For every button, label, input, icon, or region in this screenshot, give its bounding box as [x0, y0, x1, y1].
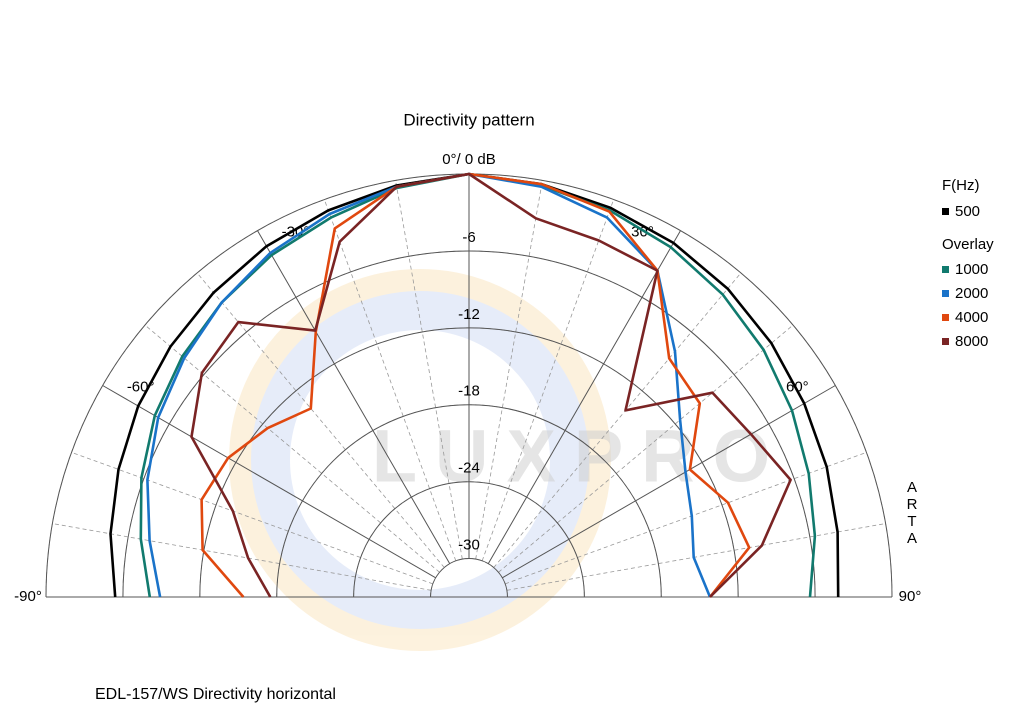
watermark-ring — [229, 269, 611, 651]
legend-swatch — [942, 208, 949, 215]
legend-label: 4000 — [955, 309, 988, 326]
theta-tick-label: 90° — [899, 588, 922, 605]
r-tick-label: -6 — [462, 229, 475, 246]
legend-title: F(Hz) — [942, 177, 980, 194]
minor-spoke — [71, 451, 434, 585]
minor-spoke — [395, 180, 463, 560]
theta-tick-label: -30° — [282, 224, 310, 241]
theta-tick-label: 0°/ 0 dB — [442, 151, 496, 168]
legend-label: 8000 — [955, 333, 988, 350]
minor-spoke — [481, 199, 615, 562]
minor-spoke — [506, 523, 886, 591]
minor-spoke — [475, 180, 543, 560]
chart-title: Directivity pattern — [403, 110, 534, 129]
grid-spoke — [502, 385, 836, 579]
minor-spoke — [144, 324, 440, 573]
legend-swatch — [942, 266, 949, 273]
legend-swatch — [942, 338, 949, 345]
minor-spoke — [498, 324, 794, 573]
grid-spoke — [487, 230, 681, 564]
legend-label: 1000 — [955, 261, 988, 278]
minor-spoke — [196, 272, 445, 568]
grid-spoke — [257, 230, 451, 564]
r-tick-label: -24 — [458, 460, 480, 477]
watermark: LUXPRO — [372, 415, 788, 498]
minor-spoke — [323, 199, 457, 562]
watermark-ring — [250, 290, 590, 630]
theta-tick-label: -90° — [14, 588, 42, 605]
footer: EDL-157/WS Directivity horizontal — [95, 686, 336, 703]
minor-spoke — [493, 272, 742, 568]
r-tick-label: -18 — [458, 383, 480, 400]
series-line — [190, 172, 792, 598]
minor-spoke — [52, 523, 432, 591]
legend-label: 500 — [955, 203, 980, 220]
watermark-logo — [229, 269, 611, 651]
legend-swatch — [942, 314, 949, 321]
overlay-title: Overlay — [942, 236, 994, 253]
minor-spoke — [504, 451, 867, 585]
r-tick-label: -12 — [458, 306, 480, 323]
legend-swatch — [942, 290, 949, 297]
legend-label: 2000 — [955, 285, 988, 302]
r-tick-label: -30 — [458, 537, 480, 554]
